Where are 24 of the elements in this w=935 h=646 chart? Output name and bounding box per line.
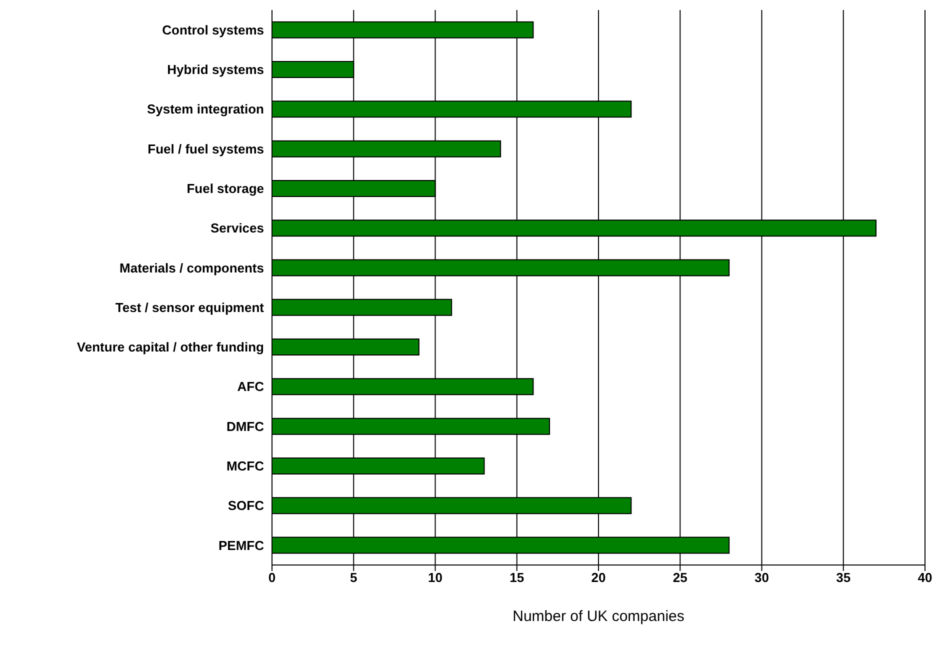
- x-tick-label: 30: [754, 570, 769, 586]
- y-tick-label: PEMFC: [218, 538, 265, 553]
- x-tick-label: 5: [350, 570, 358, 586]
- x-tick-label: 20: [591, 570, 606, 586]
- y-tick-label: DMFC: [226, 418, 265, 434]
- y-tick-label: Venture capital / other funding: [76, 340, 264, 355]
- x-tick-label: 15: [510, 570, 524, 586]
- y-tick-label: Hybrid systems: [167, 62, 264, 78]
- x-axis-title: Number of UK companies: [512, 608, 684, 625]
- x-tick-label: 0: [268, 570, 276, 586]
- x-tick-label: 35: [836, 570, 851, 586]
- x-tick-label: 10: [428, 570, 442, 586]
- y-tick-label: Test / sensor equipment: [115, 300, 265, 315]
- y-tick-label: Fuel / fuel systems: [148, 141, 264, 156]
- y-tick-label: MCFC: [226, 458, 265, 474]
- y-tick-label: SOFC: [228, 498, 265, 514]
- x-tick-label: 40: [918, 570, 932, 586]
- y-tick-label: AFC: [237, 379, 265, 394]
- x-tick-label: 25: [672, 570, 688, 586]
- y-tick-label: Materials / components: [120, 260, 264, 276]
- y-tick-label: Control systems: [162, 22, 264, 38]
- y-tick-label: System integration: [146, 102, 264, 117]
- y-tick-label: Services: [210, 220, 264, 236]
- y-tick-label: Fuel storage: [186, 181, 264, 196]
